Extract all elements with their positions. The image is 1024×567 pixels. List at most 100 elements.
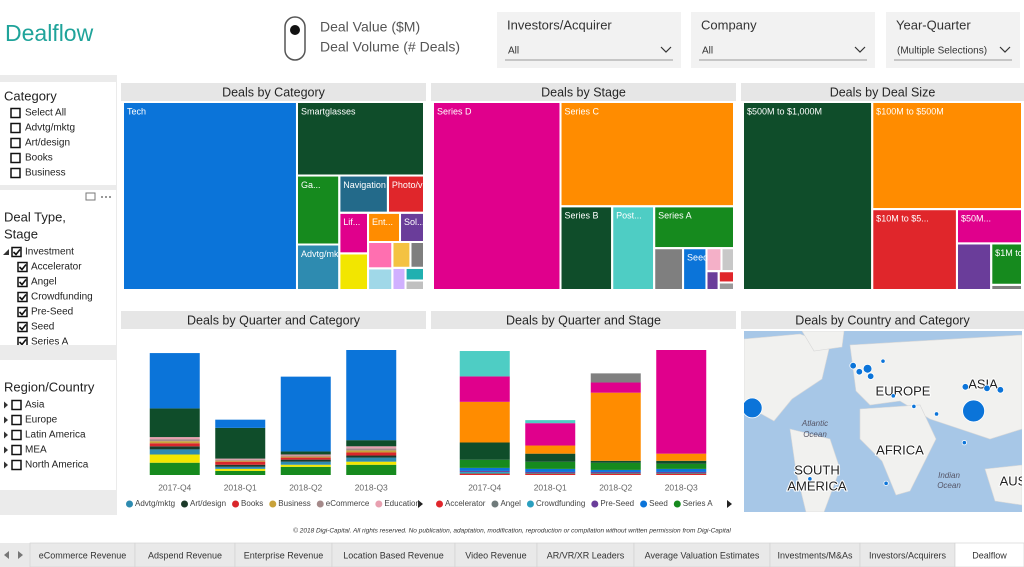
map-bubble[interactable]: [742, 397, 763, 419]
legend-label[interactable]: Advtg/mktg: [135, 499, 175, 508]
toggle[interactable]: [284, 16, 306, 61]
treemap-rect[interactable]: [873, 103, 1021, 209]
bar-segment[interactable]: [656, 460, 707, 464]
dropdown-chevron[interactable]: [999, 46, 1011, 53]
tab-label[interactable]: Investments/M&As: [777, 550, 853, 560]
dropdown-chevron[interactable]: [854, 46, 866, 53]
bar-segment[interactable]: [215, 460, 266, 462]
legend-scroll[interactable]: [418, 500, 423, 508]
treemap-rect[interactable]: [992, 244, 1021, 284]
bar-segment[interactable]: [459, 473, 510, 475]
treemap-rect[interactable]: [369, 242, 392, 268]
expand-arrow[interactable]: [4, 431, 8, 439]
bar-segment[interactable]: [525, 468, 576, 472]
bar-segment[interactable]: [590, 373, 641, 383]
tab-label[interactable]: Location Based Revenue: [343, 550, 444, 560]
bar-segment[interactable]: [525, 445, 576, 454]
tab-label[interactable]: Investors/Acquirers: [869, 550, 947, 560]
bar-segment[interactable]: [346, 446, 397, 449]
bar-segment[interactable]: [525, 461, 576, 469]
tab-label[interactable]: AR/VR/XR Leaders: [547, 550, 625, 560]
bar-segment[interactable]: [149, 449, 200, 455]
checkbox[interactable]: [17, 276, 28, 288]
treemap-rect[interactable]: [434, 103, 560, 289]
legend-label[interactable]: Series A: [683, 499, 713, 508]
checkbox[interactable]: [11, 246, 22, 258]
checkbox[interactable]: [10, 152, 21, 164]
bar-segment[interactable]: [280, 456, 331, 458]
bar-segment[interactable]: [590, 462, 641, 470]
bar-segment[interactable]: [459, 376, 510, 402]
bar-segment[interactable]: [215, 466, 266, 469]
tab-label[interactable]: eCommerce Revenue: [39, 550, 127, 560]
bar-segment[interactable]: [215, 464, 266, 467]
legend-label[interactable]: Pre-Seed: [600, 499, 634, 508]
legend-label[interactable]: Accelerator: [445, 499, 486, 508]
expand-arrow[interactable]: [4, 461, 8, 469]
bar-segment[interactable]: [459, 442, 510, 460]
legend-label[interactable]: Art/design: [190, 499, 226, 508]
bar-segment[interactable]: [215, 458, 266, 460]
slicer-item[interactable]: Latin America: [25, 430, 86, 441]
tab-label[interactable]: Video Revenue: [465, 550, 526, 560]
tab-scroll-right[interactable]: [18, 551, 23, 559]
bar-segment[interactable]: [590, 382, 641, 393]
bar-segment[interactable]: [656, 468, 707, 472]
map-bubble[interactable]: [890, 393, 896, 399]
bar-segment[interactable]: [149, 443, 200, 447]
focus-icon[interactable]: [85, 192, 96, 201]
tab[interactable]: [234, 542, 333, 567]
slicer-item[interactable]: Europe: [25, 415, 58, 426]
treemap-rect[interactable]: [992, 285, 1021, 289]
bar-segment[interactable]: [280, 459, 331, 462]
checkbox[interactable]: [17, 291, 28, 303]
filter-value[interactable]: (Multiple Selections): [897, 46, 987, 57]
bar-segment[interactable]: [149, 454, 200, 463]
bar-segment[interactable]: [590, 472, 641, 474]
treemap-rect[interactable]: [340, 254, 368, 289]
bar-segment[interactable]: [215, 427, 266, 459]
legend-label[interactable]: Angel: [500, 499, 521, 508]
bar-segment[interactable]: [459, 471, 510, 473]
treemap-rect[interactable]: [297, 176, 339, 244]
slicer-item[interactable]: Advtg/mktg: [25, 123, 75, 134]
tab-label[interactable]: Average Valuation Estimates: [645, 550, 760, 560]
checkbox[interactable]: [11, 414, 22, 426]
tab-label[interactable]: Dealflow: [972, 550, 1007, 560]
bar-segment[interactable]: [346, 457, 397, 462]
treemap-rect[interactable]: [411, 242, 423, 267]
map-bubble[interactable]: [962, 399, 986, 423]
bar-segment[interactable]: [525, 471, 576, 473]
tab-active[interactable]: [954, 542, 1024, 567]
map-bubble[interactable]: [883, 480, 889, 486]
slicer-item[interactable]: Books: [25, 153, 53, 164]
toggle-option[interactable]: Deal Volume (# Deals): [320, 39, 460, 55]
map-bubble[interactable]: [961, 383, 970, 391]
treemap-rect[interactable]: [388, 176, 423, 212]
bar-segment[interactable]: [149, 439, 200, 442]
treemap-rect[interactable]: [873, 210, 956, 289]
treemap-rect[interactable]: [613, 207, 654, 289]
map-bubble[interactable]: [862, 363, 873, 374]
legend-scroll[interactable]: [727, 500, 732, 508]
expand-arrow[interactable]: [4, 401, 8, 409]
slicer-item[interactable]: Accelerator: [31, 262, 82, 273]
legend-label[interactable]: Business: [278, 499, 310, 508]
treemap-rect[interactable]: [369, 269, 392, 289]
slicer-item[interactable]: Pre-Seed: [31, 307, 73, 318]
bar-segment[interactable]: [656, 473, 707, 475]
treemap-rect[interactable]: [561, 207, 612, 289]
bar-segment[interactable]: [346, 461, 397, 465]
more-icon[interactable]: [101, 196, 103, 198]
bar-segment[interactable]: [346, 448, 397, 451]
bar-segment[interactable]: [590, 392, 641, 461]
bar-segment[interactable]: [215, 468, 266, 471]
treemap-rect[interactable]: [297, 245, 339, 289]
treemap-rect[interactable]: [957, 244, 991, 289]
bar-segment[interactable]: [459, 351, 510, 377]
bar-segment[interactable]: [215, 461, 266, 465]
bar-segment[interactable]: [215, 419, 266, 428]
treemap-rect[interactable]: [684, 249, 706, 289]
tab[interactable]: [331, 542, 456, 567]
map-bubble[interactable]: [961, 440, 967, 446]
